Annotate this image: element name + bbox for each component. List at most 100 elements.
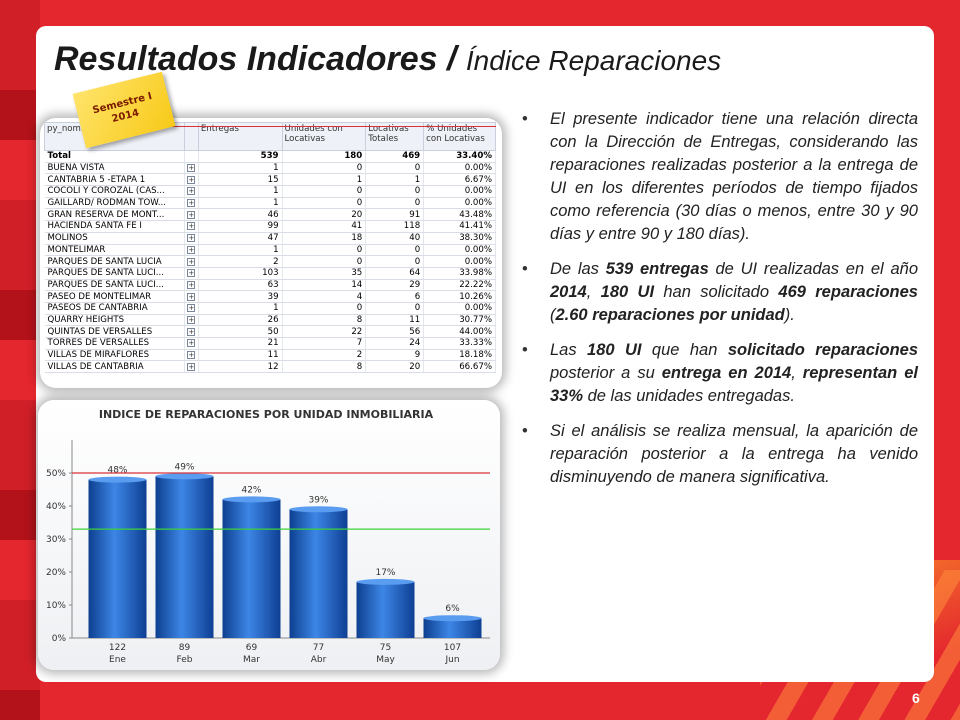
table-row[interactable]: PARQUES DE SANTA LUCI... +103 35 64 33.98% (44, 267, 496, 280)
table-row[interactable]: GAILLARD/ RODMAN TOW... +1 0 0 0.00% (44, 197, 496, 210)
bar-top (155, 473, 214, 480)
locativas-cell: 24 (365, 337, 425, 350)
expand-plus-icon[interactable]: + (187, 280, 196, 289)
table-row[interactable]: PARQUES DE SANTA LUCI... +63 14 29 22.22% (44, 279, 496, 292)
unidades-cell: 180 (282, 150, 367, 163)
expand-icon[interactable]: + (184, 255, 199, 268)
expand-icon[interactable]: + (184, 267, 199, 280)
bullet-text: de UI realizadas en el año (708, 260, 919, 278)
expand-icon[interactable]: + (184, 325, 199, 338)
expand-plus-icon[interactable]: + (187, 327, 196, 336)
expand-plus-icon[interactable]: + (187, 187, 196, 196)
expand-plus-icon[interactable]: + (187, 292, 196, 301)
expand-icon[interactable]: + (184, 173, 199, 187)
bullet-list: El presente indicador tiene una relación… (522, 108, 918, 501)
table-row[interactable]: CANTABRIA 5 -ETAPA 1 +15 1 1 6.67% (44, 173, 496, 187)
expand-plus-icon[interactable]: + (187, 245, 196, 254)
y-tick-label: 30% (46, 535, 66, 545)
expand-plus-icon[interactable]: + (187, 164, 196, 173)
expand-plus-icon[interactable]: + (187, 222, 196, 231)
bar-value-label: 42% (241, 485, 261, 495)
unidades-cell: 0 (282, 185, 367, 198)
unidades-cell: 8 (282, 360, 367, 374)
table-row[interactable]: HACIENDA SANTA FE I +99 41 118 41.41% (44, 220, 496, 233)
pct-cell: 22.22% (423, 279, 496, 292)
expand-plus-icon[interactable]: + (187, 234, 196, 243)
table-row[interactable]: PARQUES DE SANTA LUCIA +2 0 0 0.00% (44, 255, 496, 268)
expand-icon[interactable]: + (184, 197, 199, 210)
bullet-item: Si el análisis se realiza mensual, la ap… (522, 420, 918, 489)
expand-icon[interactable]: + (184, 314, 199, 327)
bar-top (289, 506, 348, 513)
expand-icon[interactable]: + (184, 302, 199, 315)
table-row[interactable]: QUARRY HEIGHTS +26 8 11 30.77% (44, 314, 496, 327)
expand-icon[interactable]: + (184, 349, 199, 362)
header-entregas[interactable]: Entregas (197, 122, 283, 151)
expand-icon[interactable]: + (184, 244, 199, 257)
entregas-cell: 1 (198, 197, 283, 210)
project-name-cell: HACIENDA SANTA FE I (44, 220, 185, 233)
y-tick-label: 20% (46, 568, 66, 578)
table-row[interactable]: VILLAS DE CANTABRIA +12 8 20 66.67% (44, 360, 496, 374)
expand-icon[interactable]: + (184, 185, 199, 198)
chart-card: INDICE DE REPARACIONES POR UNIDAD INMOBI… (38, 400, 500, 670)
expand-plus-icon[interactable]: + (187, 315, 196, 324)
table-row[interactable]: COCOLI Y COROZAL (CAS... +1 0 0 0.00% (44, 185, 496, 198)
expand-plus-icon[interactable]: + (187, 269, 196, 278)
table-row[interactable]: PASEO DE MONTELIMAR +39 4 6 10.26% (44, 290, 496, 303)
pct-cell: 44.00% (423, 325, 496, 338)
expand-plus-icon[interactable]: + (187, 351, 196, 360)
locativas-cell: 469 (365, 150, 425, 163)
expand-icon[interactable]: + (184, 208, 199, 222)
expand-plus-icon[interactable]: + (187, 339, 196, 348)
expand-plus-icon[interactable]: + (187, 304, 196, 313)
expand-plus-icon[interactable]: + (187, 362, 196, 371)
expand-icon[interactable]: + (184, 360, 199, 374)
table-total-row[interactable]: Total 539 180 469 33.40% (44, 150, 496, 163)
bar-top (423, 615, 482, 622)
projects-table-card: py_nombre Entregas Unidades con Locativa… (40, 118, 502, 388)
table-row[interactable]: TORRES DE VERSALLES +21 7 24 33.33% (44, 337, 496, 350)
expand-icon[interactable]: + (184, 162, 199, 175)
locativas-cell: 64 (365, 267, 425, 280)
entregas-cell: 47 (198, 232, 283, 245)
bullet-bold-text: 2014 (550, 283, 587, 301)
bullet-item: Las 180 UI que han solicitado reparacion… (522, 339, 918, 408)
table-row[interactable]: QUINTAS DE VERSALLES +50 22 56 44.00% (44, 325, 496, 338)
expand-icon[interactable]: + (184, 220, 199, 233)
slide-title: Resultados Indicadores / Índice Reparaci… (54, 40, 721, 79)
expand-icon[interactable]: + (184, 279, 199, 292)
entregas-cell: 21 (198, 337, 283, 350)
table-row[interactable]: BUENA VISTA +1 0 0 0.00% (44, 162, 496, 175)
x-category-label: Jun (444, 655, 459, 665)
bullet-text: de las unidades entregadas. (583, 387, 795, 405)
pct-cell: 0.00% (423, 302, 496, 315)
table-row[interactable]: PASEOS DE CANTABRIA +1 0 0 0.00% (44, 302, 496, 315)
expand-plus-icon[interactable]: + (187, 210, 196, 219)
entregas-cell: 2 (198, 255, 283, 268)
bar-abr (289, 509, 348, 638)
expand-icon[interactable]: + (184, 232, 199, 245)
y-tick-label: 40% (46, 502, 66, 512)
pct-cell: 38.30% (423, 232, 496, 245)
bullet-text: ). (784, 306, 795, 324)
locativas-cell: 9 (365, 349, 425, 362)
count-label: 77 (313, 643, 324, 653)
expand-icon[interactable]: + (184, 337, 199, 350)
project-name-cell: TORRES DE VERSALLES (44, 337, 185, 350)
bullet-text: Si el análisis se realiza mensual, la ap… (550, 422, 918, 486)
expand-plus-icon[interactable]: + (187, 175, 196, 184)
expand-plus-icon[interactable]: + (187, 257, 196, 266)
pct-cell: 33.33% (423, 337, 496, 350)
pct-cell: 18.18% (423, 349, 496, 362)
table-row[interactable]: GRAN RESERVA DE MONT... +46 20 91 43.48% (44, 208, 496, 222)
table-row[interactable]: VILLAS DE MIRAFLORES +11 2 9 18.18% (44, 349, 496, 362)
unidades-cell: 35 (282, 267, 367, 280)
table-row[interactable]: MOLINOS +47 18 40 38.30% (44, 232, 496, 245)
expand-icon[interactable]: + (184, 290, 199, 303)
entregas-cell: 46 (198, 208, 283, 222)
entregas-cell: 26 (198, 314, 283, 327)
bullet-bold-text: 469 reparaciones (778, 283, 918, 301)
table-row[interactable]: MONTELIMAR +1 0 0 0.00% (44, 244, 496, 257)
expand-plus-icon[interactable]: + (187, 199, 196, 208)
